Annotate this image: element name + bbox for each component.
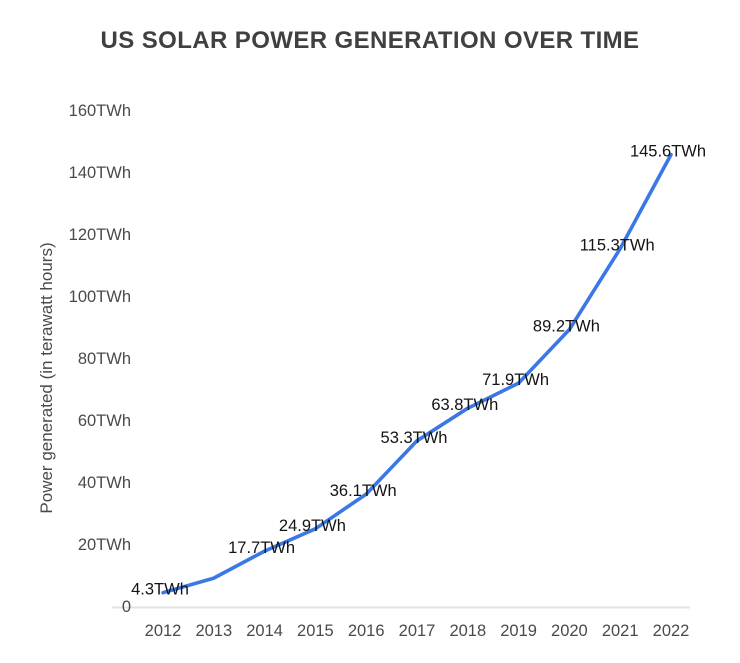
data-series bbox=[161, 152, 673, 595]
x-tick-label: 2021 bbox=[602, 622, 639, 640]
data-point-labels: 4.3TWh 17.7TWh 24.9TWh 36.1TWh 53.3TWh 63.8TW… bbox=[131, 143, 706, 599]
y-tick-label: 0 bbox=[122, 598, 131, 616]
y-tick-label: 60TWh bbox=[78, 412, 131, 430]
y-tick-label: 80TWh bbox=[78, 350, 131, 368]
data-point-label: 4.3TWh bbox=[131, 581, 189, 599]
data-point-label: 36.1TWh bbox=[330, 482, 397, 500]
data-point-label: 17.7TWh bbox=[228, 539, 295, 557]
x-tick-label: 2022 bbox=[653, 622, 690, 640]
y-tick-label: 120TWh bbox=[69, 226, 131, 244]
x-tick-label: 2014 bbox=[246, 622, 283, 640]
y-tick-label: 140TWh bbox=[69, 164, 131, 182]
x-tick-label: 2019 bbox=[500, 622, 537, 640]
x-tick-label: 2020 bbox=[551, 622, 588, 640]
data-point-label: 53.3TWh bbox=[381, 429, 448, 447]
x-tick-label: 2016 bbox=[348, 622, 385, 640]
x-axis-tick-labels: 2012 2013 2014 2015 2016 2017 2018 2019 2020 2021… bbox=[145, 622, 690, 640]
x-tick-label: 2015 bbox=[297, 622, 334, 640]
data-point-label: 145.6TWh bbox=[630, 143, 706, 161]
y-axis-tick-labels: 0 20TWh 40TWh 60TWh 80TWh 100TWh 120TWh 140TWh 1… bbox=[69, 102, 131, 616]
x-tick-label: 2017 bbox=[399, 622, 436, 640]
chart-title: US SOLAR POWER GENERATION OVER TIME bbox=[101, 27, 640, 54]
x-tick-label: 2013 bbox=[195, 622, 232, 640]
y-tick-label: 20TWh bbox=[78, 536, 131, 554]
y-tick-label: 100TWh bbox=[69, 288, 131, 306]
series-line bbox=[161, 152, 673, 595]
y-tick-label: 40TWh bbox=[78, 474, 131, 492]
y-axis-title: Power generated (in terawatt hours) bbox=[37, 242, 56, 513]
x-tick-label: 2012 bbox=[145, 622, 182, 640]
data-point-label: 71.9TWh bbox=[482, 371, 549, 389]
data-point-label: 115.3TWh bbox=[580, 237, 655, 255]
y-tick-label: 160TWh bbox=[69, 102, 131, 120]
data-point-label: 89.2TWh bbox=[533, 317, 600, 335]
x-tick-label: 2018 bbox=[449, 622, 486, 640]
data-point-label: 63.8TWh bbox=[431, 396, 498, 414]
data-point-label: 24.9TWh bbox=[279, 517, 346, 535]
